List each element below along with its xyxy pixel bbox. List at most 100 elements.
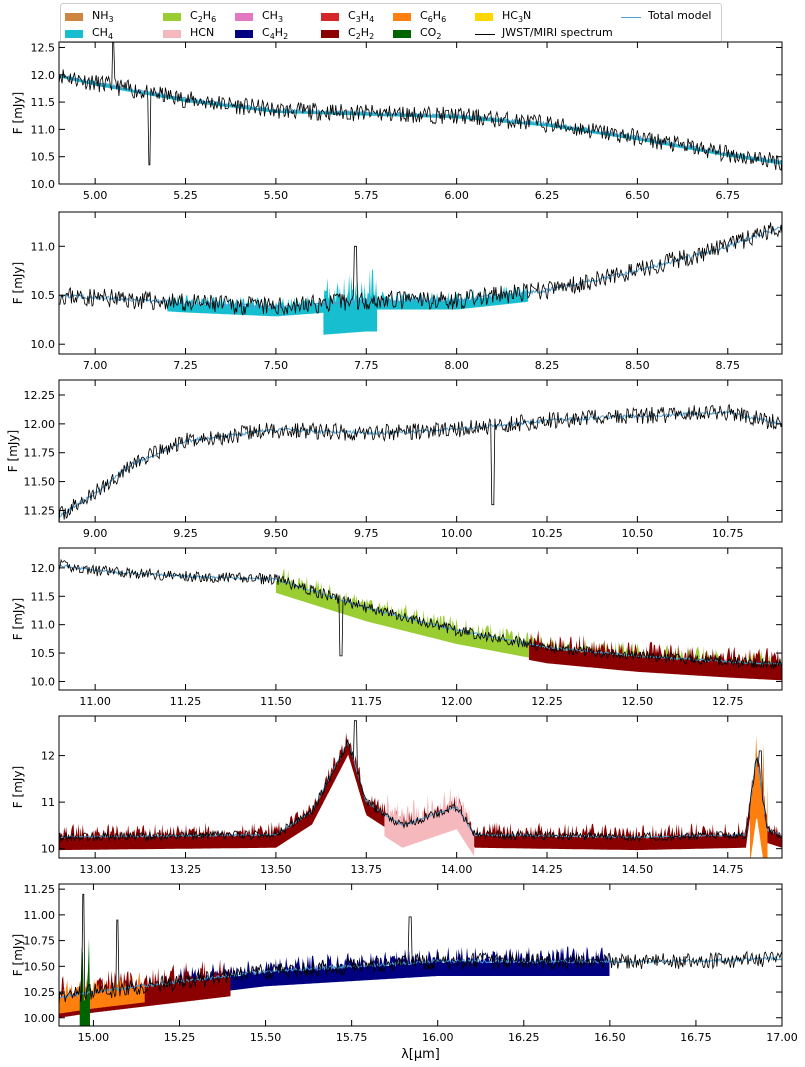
legend-label: Total model — [648, 9, 712, 22]
x-tick-label: 8.25 — [535, 359, 560, 372]
y-axis-label: F [mJy] — [6, 430, 20, 472]
total-model-line — [59, 225, 782, 310]
x-tick-label: 13.25 — [170, 863, 202, 876]
x-tick-label: 6.25 — [535, 189, 560, 202]
legend-label: C6H6 — [420, 9, 447, 25]
x-tick-label: 9.25 — [173, 527, 198, 540]
x-tick-label: 16.50 — [594, 1031, 626, 1044]
legend-swatch — [235, 13, 253, 21]
legend-label: HCN — [190, 26, 215, 39]
x-tick-label: 15.00 — [78, 1031, 110, 1044]
x-tick-label: 8.00 — [444, 359, 469, 372]
y-tick-label: 10.00 — [24, 1012, 56, 1025]
x-tick-label: 16.00 — [422, 1031, 454, 1044]
legend-swatch — [65, 30, 83, 38]
x-tick-label: 7.25 — [173, 359, 198, 372]
species-fill-ch4 — [323, 269, 378, 335]
panel-1-frame — [58, 41, 783, 185]
y-tick-label: 12 — [41, 750, 55, 763]
legend-line — [475, 34, 495, 35]
x-tick-label: 6.00 — [444, 189, 469, 202]
jwst-spectrum-line — [59, 42, 782, 171]
panel-2-frame — [58, 211, 783, 355]
jwst-spectrum-line — [59, 222, 782, 316]
panel-5-frame — [58, 715, 783, 859]
panel-5-plot-area — [59, 720, 782, 858]
x-tick-label: 7.00 — [83, 359, 108, 372]
legend-swatch — [65, 13, 83, 21]
y-tick-label: 11.0 — [31, 619, 56, 632]
x-tick-label: 14.50 — [622, 863, 654, 876]
x-tick-label: 15.25 — [164, 1031, 196, 1044]
y-tick-label: 12.0 — [31, 69, 56, 82]
y-tick-label: 10.75 — [24, 935, 56, 948]
species-fill-c6h6 — [750, 735, 768, 858]
legend-swatch — [163, 13, 181, 21]
x-tick-label: 9.00 — [83, 527, 108, 540]
y-tick-label: 10.5 — [31, 289, 56, 302]
x-tick-label: 7.75 — [354, 359, 379, 372]
jwst-spectrum-line — [59, 403, 782, 522]
y-axis-label: F [mJy] — [11, 92, 25, 134]
legend-label: HC3N — [502, 9, 532, 25]
y-tick-label: 11.50 — [24, 476, 56, 489]
y-tick-label: 10.0 — [31, 675, 56, 688]
x-tick-label: 13.50 — [260, 863, 292, 876]
x-tick-label: 16.25 — [508, 1031, 540, 1044]
legend-label: CH4 — [92, 26, 114, 42]
y-axis-label: F [mJy] — [11, 934, 25, 976]
y-tick-label: 12.00 — [24, 418, 56, 431]
y-tick-label: 11.75 — [24, 447, 56, 460]
x-tick-label: 11.25 — [170, 695, 202, 708]
x-tick-label: 10.25 — [531, 527, 563, 540]
legend-label: JWST/MIRI spectrum — [502, 26, 613, 39]
y-tick-label: 10.5 — [31, 151, 56, 164]
legend-label: NH3 — [92, 9, 114, 25]
y-tick-label: 10.50 — [24, 960, 56, 973]
legend-swatch — [163, 30, 181, 38]
x-tick-label: 12.75 — [712, 695, 744, 708]
x-tick-label: 13.00 — [79, 863, 111, 876]
legend-label: C2H2 — [348, 26, 375, 42]
x-tick-label: 12.25 — [531, 695, 563, 708]
y-tick-label: 11.5 — [31, 96, 56, 109]
legend-swatch — [321, 30, 339, 38]
panel-2-plot-area — [59, 222, 782, 335]
panel-6-plot-area — [59, 893, 782, 1026]
y-axis-label: F [mJy] — [11, 598, 25, 640]
x-tick-label: 8.50 — [625, 359, 650, 372]
x-tick-label: 8.75 — [716, 359, 741, 372]
x-tick-label: 12.00 — [441, 695, 473, 708]
panel-4-plot-area — [59, 558, 782, 681]
y-tick-label: 12.5 — [31, 41, 56, 54]
x-tick-label: 14.00 — [441, 863, 473, 876]
y-tick-label: 11 — [41, 796, 55, 809]
x-tick-label: 14.75 — [712, 863, 744, 876]
x-tick-label: 14.25 — [531, 863, 563, 876]
legend-label: C4H2 — [262, 26, 289, 42]
x-tick-label: 15.50 — [250, 1031, 282, 1044]
species-fill-ch4 — [59, 74, 782, 165]
total-model-line — [59, 564, 782, 666]
legend-label: C2H6 — [190, 9, 217, 25]
legend-label: CO2 — [420, 26, 442, 42]
panel-6-frame — [58, 883, 783, 1027]
chart-legend: NH3 CH4 C2H6 HCN CH3 C4H2 C3H4 C2H2 C6H6 CO2 HC3N J… — [60, 3, 722, 43]
legend-swatch — [321, 13, 339, 21]
y-tick-label: 10.0 — [31, 178, 56, 191]
y-axis-label: F [mJy] — [11, 766, 25, 808]
panel-1-plot-area — [59, 42, 782, 171]
x-tick-label: 11.75 — [351, 695, 383, 708]
x-tick-label: 13.75 — [351, 863, 383, 876]
x-tick-label: 7.50 — [264, 359, 289, 372]
x-axis-label: λ[μm] — [401, 1047, 440, 1062]
panel-4-frame — [58, 547, 783, 691]
jwst-spectrum-line — [59, 893, 782, 1006]
x-tick-label: 10.00 — [441, 527, 473, 540]
y-tick-label: 11.0 — [31, 240, 56, 253]
y-tick-label: 10 — [41, 843, 55, 856]
legend-label: CH3 — [262, 9, 284, 25]
legend-swatch — [235, 30, 253, 38]
x-tick-label: 6.50 — [625, 189, 650, 202]
